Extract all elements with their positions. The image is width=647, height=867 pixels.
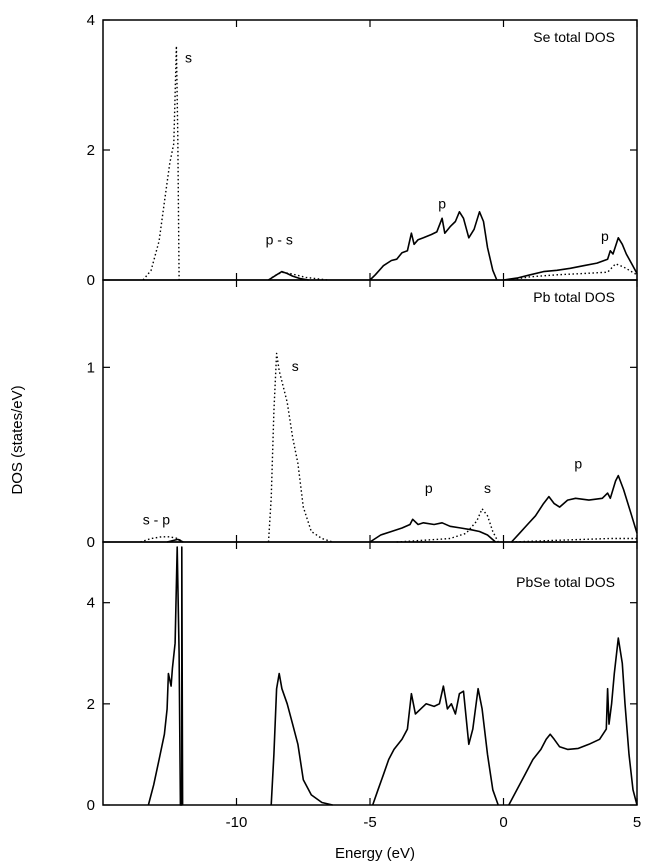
y-tick-label: 4 <box>87 595 95 612</box>
panels-layer: 0 2 4 Se total DOS s p - s p p 0 1 Pb total DOS s s … <box>87 12 638 814</box>
x-tick-label: -5 <box>363 814 376 831</box>
dos-curve-solid <box>369 211 498 281</box>
panel-title: Se total DOS <box>533 29 615 45</box>
dos-curve-solid <box>369 518 497 543</box>
dos-curve-solid <box>166 538 184 543</box>
dos-curve-solid <box>147 546 184 806</box>
orbital-annotation: p <box>601 228 609 244</box>
panel-frame <box>102 279 638 543</box>
orbital-annotation: s <box>484 480 491 496</box>
dos-curve-solid <box>270 672 333 806</box>
dos-curve-solid <box>508 637 638 806</box>
orbital-annotation: s <box>292 358 299 374</box>
dos-curve-dotted <box>267 352 333 543</box>
orbital-annotation: p <box>438 196 446 212</box>
panel-pbse: 0 2 4 PbSe total DOS <box>87 541 638 814</box>
y-axis-label: DOS (states/eV) <box>9 385 26 494</box>
x-axis-label: Energy (eV) <box>335 845 415 862</box>
dos-curve-dotted <box>508 263 638 281</box>
y-tick-label: 4 <box>87 12 95 29</box>
y-tick-label: 2 <box>87 696 95 713</box>
dos-curve-solid <box>268 270 309 281</box>
panel-title: PbSe total DOS <box>516 574 615 590</box>
orbital-annotation: p <box>425 480 433 496</box>
dos-curve-dotted <box>268 271 328 281</box>
orbital-annotation: p <box>574 456 582 472</box>
dos-curve-solid <box>503 237 638 281</box>
dos-curve-dotted <box>140 536 184 543</box>
x-tick-label: 0 <box>499 814 507 831</box>
y-tick-label: 1 <box>87 359 95 376</box>
dos-curve-dotted <box>142 45 180 281</box>
dos-curve-dotted <box>511 537 637 543</box>
y-tick-label: 0 <box>87 797 95 814</box>
orbital-annotation: p - s <box>266 231 293 247</box>
dos-curve-solid <box>510 474 638 543</box>
orbital-annotation: s - p <box>143 512 170 528</box>
x-tick-label: 5 <box>633 814 641 831</box>
panel-title: Pb total DOS <box>533 289 615 305</box>
x-tick-label: -10 <box>226 814 248 831</box>
panel-se: 0 2 4 Se total DOS s p - s p p <box>87 12 638 289</box>
y-tick-label: 2 <box>87 142 95 159</box>
panel-frame <box>102 19 638 281</box>
panel-pb: 0 1 Pb total DOS s s - p p s p <box>87 279 638 551</box>
y-tick-label: 0 <box>87 534 95 551</box>
x-axis: -10 -5 0 5 <box>226 814 642 831</box>
dos-curve-solid <box>371 685 499 806</box>
y-tick-label: 0 <box>87 272 95 289</box>
orbital-annotation: s <box>185 49 192 65</box>
